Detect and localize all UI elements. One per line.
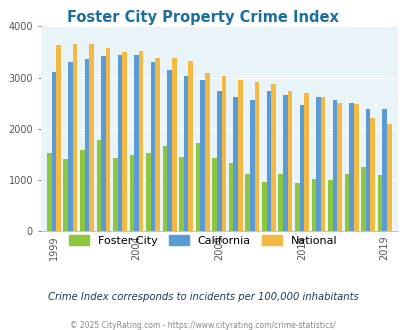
Bar <box>382 109 386 231</box>
Bar <box>261 182 266 231</box>
Bar <box>299 105 303 231</box>
Bar <box>332 100 337 231</box>
Bar <box>117 55 122 231</box>
Bar <box>139 51 143 231</box>
Bar <box>171 58 176 231</box>
Bar <box>221 76 226 231</box>
Bar <box>282 95 287 231</box>
Bar <box>162 146 167 231</box>
Bar <box>245 174 249 231</box>
Bar <box>84 59 89 231</box>
Bar <box>320 97 325 231</box>
Bar <box>348 103 353 231</box>
Bar <box>237 80 242 231</box>
Bar <box>63 159 68 231</box>
Bar <box>80 150 84 231</box>
Bar <box>200 80 205 231</box>
Bar <box>369 118 374 231</box>
Bar <box>337 103 341 231</box>
Bar <box>353 104 358 231</box>
Bar <box>134 55 139 231</box>
Bar <box>360 167 365 231</box>
Bar <box>377 175 382 231</box>
Bar <box>129 155 134 231</box>
Bar <box>266 91 271 231</box>
Bar <box>146 153 150 231</box>
Bar <box>155 58 160 231</box>
Bar <box>233 97 237 231</box>
Bar <box>106 49 110 231</box>
Bar <box>287 91 292 231</box>
Bar <box>315 97 320 231</box>
Bar <box>216 91 221 231</box>
Text: Crime Index corresponds to incidents per 100,000 inhabitants: Crime Index corresponds to incidents per… <box>47 292 358 302</box>
Bar <box>303 93 308 231</box>
Bar <box>311 179 315 231</box>
Bar <box>167 70 171 231</box>
Text: © 2025 CityRating.com - https://www.cityrating.com/crime-statistics/: © 2025 CityRating.com - https://www.city… <box>70 321 335 330</box>
Bar <box>344 174 348 231</box>
Bar <box>271 84 275 231</box>
Bar <box>327 180 332 231</box>
Bar <box>51 73 56 231</box>
Bar <box>101 56 106 231</box>
Bar <box>365 109 369 231</box>
Bar <box>386 124 391 231</box>
Bar <box>113 158 117 231</box>
Text: Foster City Property Crime Index: Foster City Property Crime Index <box>67 10 338 25</box>
Bar <box>278 174 282 231</box>
Bar <box>249 100 254 231</box>
Legend: Foster City, California, National: Foster City, California, National <box>64 231 341 250</box>
Bar <box>228 163 233 231</box>
Bar <box>56 45 61 231</box>
Bar <box>205 74 209 231</box>
Bar <box>183 76 188 231</box>
Bar <box>179 157 183 231</box>
Bar <box>47 153 51 231</box>
Bar <box>294 183 299 231</box>
Bar <box>68 62 72 231</box>
Bar <box>150 62 155 231</box>
Bar <box>195 143 200 231</box>
Bar <box>96 140 101 231</box>
Bar <box>89 44 94 231</box>
Bar <box>254 82 259 231</box>
Bar <box>212 158 216 231</box>
Bar <box>122 52 127 231</box>
Bar <box>188 61 193 231</box>
Bar <box>72 44 77 231</box>
